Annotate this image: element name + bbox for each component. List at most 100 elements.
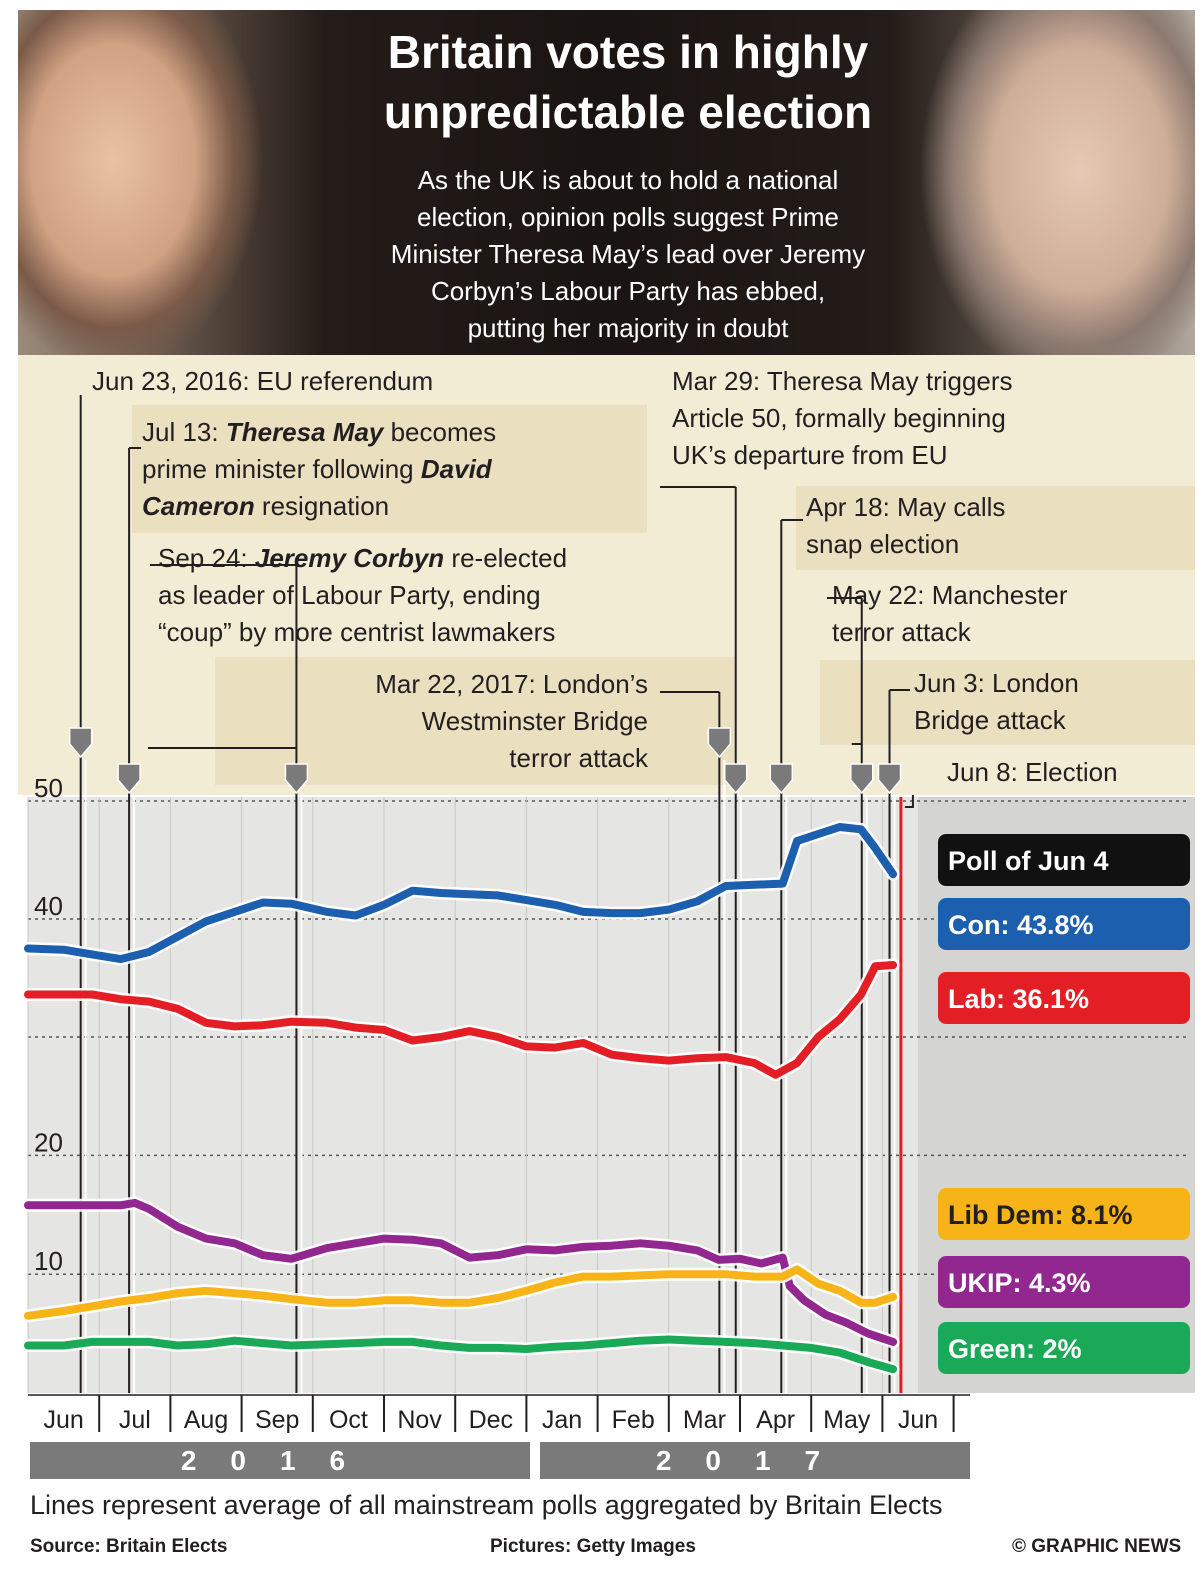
legend-green-box <box>938 1322 1190 1374</box>
series-lines <box>21 820 900 1376</box>
legend-ukip-box <box>938 1256 1190 1308</box>
annotation-text: terror attack <box>509 743 648 773</box>
year-bar-2016: 2016 <box>30 1442 530 1479</box>
jeremy-corbyn-photo <box>905 10 1195 355</box>
series-line-green <box>24 1335 898 1374</box>
x-tick-label: Jun <box>43 1406 83 1434</box>
annotation-name: Jeremy Corbyn <box>254 543 445 573</box>
legend-con-text: Con: 43.8% <box>948 910 1094 940</box>
annotation-text: Westminster Bridge <box>421 706 648 736</box>
annotation-article50: Mar 29: Theresa May triggers Article 50,… <box>672 363 1013 474</box>
source-credit: Source: Britain Elects <box>30 1536 228 1557</box>
annotation-name: Theresa May <box>225 417 384 447</box>
subtitle-line: Minister Theresa May’s lead over Jeremy <box>390 239 866 269</box>
header-banner: Britain votes in highly unpredictable el… <box>18 10 1195 355</box>
annotation-may-pm: Jul 13: Theresa May becomes prime minist… <box>142 414 496 525</box>
annotation-london-bridge: Jun 3: London Bridge attack <box>914 665 1079 739</box>
event-pin <box>117 763 141 795</box>
annotation-westminster: Mar 22, 2017: London’s Westminster Bridg… <box>320 666 648 777</box>
legend-ukip-text: UKIP: 4.3% <box>948 1268 1091 1298</box>
x-tick-label: Jul <box>119 1406 151 1434</box>
legend-lab-text: Lab: 36.1% <box>948 984 1089 1014</box>
x-tick-label: May <box>823 1406 871 1434</box>
y-axis-labels: 50 40 20 10 <box>34 773 63 1276</box>
x-tick-label: Mar <box>683 1406 726 1434</box>
legend-con-box <box>938 898 1190 950</box>
x-axis: Jun Jul Aug Sep Oct Nov Dec Jan Feb Mar Apr May Jun <box>28 1394 970 1434</box>
annotation-eu-referendum: Jun 23, 2016: EU referendum <box>92 366 434 396</box>
annotation-text: “coup” by more centrist lawmakers <box>158 617 556 647</box>
annotation-text: as leader of Labour Party, ending <box>158 580 541 610</box>
annotation-text: prime minister following <box>142 454 421 484</box>
y-tick-label: 10 <box>34 1246 63 1276</box>
legend: Poll of Jun 4 Con: 43.8% Lab: 36.1% UKIP: 4… <box>938 834 1190 1374</box>
legend-poll-date-box <box>938 834 1190 886</box>
legend-poll-date-text: Poll of Jun 4 <box>948 846 1109 876</box>
page-title: Britain votes in highly unpredictable el… <box>308 22 948 142</box>
annotation-text: May 22: Manchester <box>832 580 1068 610</box>
legend-green-text: Green: 2% <box>948 1334 1082 1364</box>
agency-credit: © GRAPHIC NEWS <box>1012 1536 1182 1557</box>
annotation-text: terror attack <box>832 617 971 647</box>
annotation-corbyn: Sep 24: Jeremy Corbyn re-elected as lead… <box>158 540 567 651</box>
x-tick-label: Sep <box>255 1406 299 1434</box>
y-tick-label: 50 <box>34 773 63 803</box>
annotation-text: Mar 29: Theresa May triggers <box>672 366 1013 396</box>
annotation-manchester: May 22: Manchester terror attack <box>832 577 1068 651</box>
annotation-text: resignation <box>254 491 390 521</box>
x-tick-label: Jan <box>542 1406 582 1434</box>
footnote: Lines represent average of all mainstrea… <box>30 1490 943 1520</box>
annotation-text: Apr 18: May calls <box>806 492 1006 522</box>
title-line-1: Britain votes in highly <box>387 26 869 78</box>
x-tick-label: Jun <box>898 1406 938 1434</box>
event-pin <box>723 763 748 795</box>
pictures-credit: Pictures: Getty Images <box>490 1536 696 1557</box>
annotation-snap-election: Apr 18: May calls snap election <box>806 489 1005 563</box>
election-leader <box>904 795 914 808</box>
subtitle-line: election, opinion polls suggest Prime <box>416 202 840 232</box>
annotation-name: Cameron <box>142 491 255 521</box>
title-line-2: unpredictable election <box>383 86 873 138</box>
event-pin <box>68 727 93 759</box>
subtitle: As the UK is about to hold a national el… <box>318 162 938 347</box>
event-pin <box>707 727 732 759</box>
event-pin <box>769 763 794 795</box>
series-line-ukip <box>24 1198 898 1346</box>
x-tick-label: Feb <box>612 1406 655 1434</box>
x-tick-label: Apr <box>756 1406 795 1434</box>
annotation-box <box>820 660 1195 745</box>
series-line-lab <box>24 961 898 1079</box>
subtitle-line: putting her majority in doubt <box>467 313 789 343</box>
annotation-text: snap election <box>806 529 960 559</box>
annotation-text: Jun 3: London <box>914 668 1079 698</box>
theresa-may-photo <box>18 10 318 355</box>
annotation-text: Mar 22, 2017: London’s <box>375 669 648 699</box>
event-pin <box>877 763 902 795</box>
x-tick-label: Nov <box>397 1406 442 1434</box>
annotation-text: re-elected <box>444 543 568 573</box>
x-tick-label: Aug <box>184 1406 228 1434</box>
annotation-box <box>796 486 1195 570</box>
event-pin <box>284 763 309 795</box>
y-tick-label: 40 <box>34 891 63 921</box>
series-line-con <box>24 823 898 964</box>
annotation-text: Article 50, formally beginning <box>672 403 1006 433</box>
legend-lib-dem-text: Lib Dem: 8.1% <box>948 1200 1133 1230</box>
legend-lab-box <box>938 972 1190 1024</box>
subtitle-line: As the UK is about to hold a national <box>417 165 839 195</box>
series-line-lib-dem <box>24 1265 898 1320</box>
legend-lib-dem-box <box>938 1188 1190 1240</box>
annotation-text: UK’s departure from EU <box>672 440 948 470</box>
year-bar-2017: 2017 <box>540 1442 970 1479</box>
annotation-text: becomes <box>383 417 497 447</box>
x-tick-label: Oct <box>329 1406 368 1434</box>
annotation-date: Sep 24: <box>158 543 248 573</box>
annotation-election: Jun 8: Election <box>947 757 1118 787</box>
annotation-name: David <box>420 454 492 484</box>
annotation-box <box>132 405 647 533</box>
annotation-text: Bridge attack <box>914 705 1066 735</box>
x-tick-label: Dec <box>469 1406 513 1434</box>
subtitle-line: Corbyn’s Labour Party has ebbed, <box>430 276 826 306</box>
event-pin <box>850 763 874 795</box>
